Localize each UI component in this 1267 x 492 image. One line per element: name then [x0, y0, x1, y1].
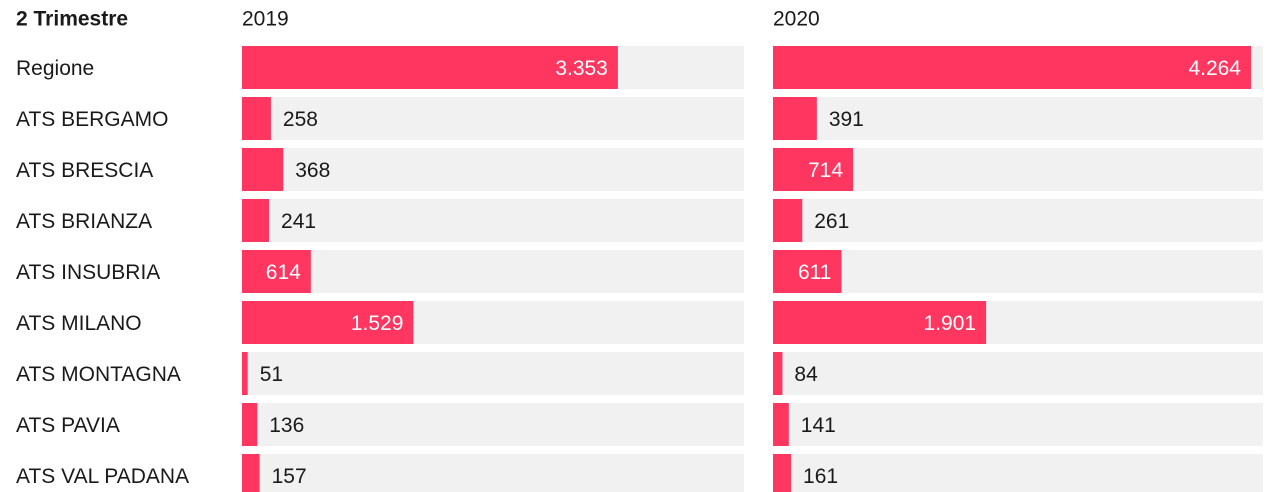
- value-label: 614: [266, 261, 301, 284]
- bar: [773, 46, 1251, 89]
- value-label: 4.264: [1188, 57, 1241, 80]
- value-label: 611: [798, 261, 831, 284]
- value-label: 1.529: [351, 312, 404, 335]
- bar: [773, 454, 792, 492]
- value-label: 368: [295, 159, 330, 182]
- bar: [773, 403, 789, 446]
- bar: [242, 46, 618, 89]
- value-label: 157: [272, 465, 307, 488]
- bar: [773, 148, 854, 191]
- bar: [242, 97, 271, 140]
- bar: [242, 199, 270, 242]
- bar-track: [242, 97, 744, 140]
- row-label: ATS BERGAMO: [16, 108, 168, 131]
- column-header: 2019: [242, 8, 289, 31]
- value-label: 258: [283, 108, 318, 131]
- column-header: 2020: [773, 8, 820, 31]
- row-label: ATS MONTAGNA: [16, 363, 181, 386]
- bar-track: [773, 97, 1263, 140]
- bar: [242, 250, 311, 293]
- bar: [773, 199, 803, 242]
- value-label: 161: [803, 465, 838, 488]
- bar-track: [773, 250, 1263, 293]
- bar: [242, 148, 284, 191]
- value-label: 241: [281, 210, 316, 233]
- value-label: 136: [269, 414, 304, 437]
- bar: [773, 301, 987, 344]
- bar: [773, 352, 783, 395]
- value-label: 1.901: [924, 312, 977, 335]
- value-label: 3.353: [555, 57, 608, 80]
- bar-track: [242, 250, 744, 293]
- value-label: 51: [260, 363, 283, 386]
- bar-track: [773, 199, 1263, 242]
- row-label: ATS MILANO: [16, 312, 142, 335]
- bar: [773, 97, 817, 140]
- bar-track: [242, 199, 744, 242]
- value-label: 261: [814, 210, 849, 233]
- bar-track: [773, 352, 1263, 395]
- value-label: 391: [829, 108, 864, 131]
- value-label: 141: [801, 414, 836, 437]
- bar-track: [773, 454, 1263, 492]
- value-label: 84: [794, 363, 818, 386]
- value-label: 714: [808, 159, 843, 182]
- row-label: ATS PAVIA: [16, 414, 120, 437]
- bar: [773, 250, 842, 293]
- bar: [242, 352, 248, 395]
- bar: [242, 403, 258, 446]
- row-label: Regione: [16, 57, 94, 80]
- row-label: ATS BRIANZA: [16, 210, 152, 233]
- row-label: ATS BRESCIA: [16, 159, 153, 182]
- bar-track: [242, 454, 744, 492]
- bar-track: [242, 148, 744, 191]
- bar-track: [242, 403, 744, 446]
- chart-title: 2 Trimestre: [16, 8, 128, 31]
- bar-track: [773, 403, 1263, 446]
- bar-track: [242, 352, 744, 395]
- row-label: ATS VAL PADANA: [16, 465, 189, 488]
- bar: [242, 301, 414, 344]
- bar: [242, 454, 260, 492]
- bar-track: [773, 148, 1263, 191]
- row-label: ATS INSUBRIA: [16, 261, 160, 284]
